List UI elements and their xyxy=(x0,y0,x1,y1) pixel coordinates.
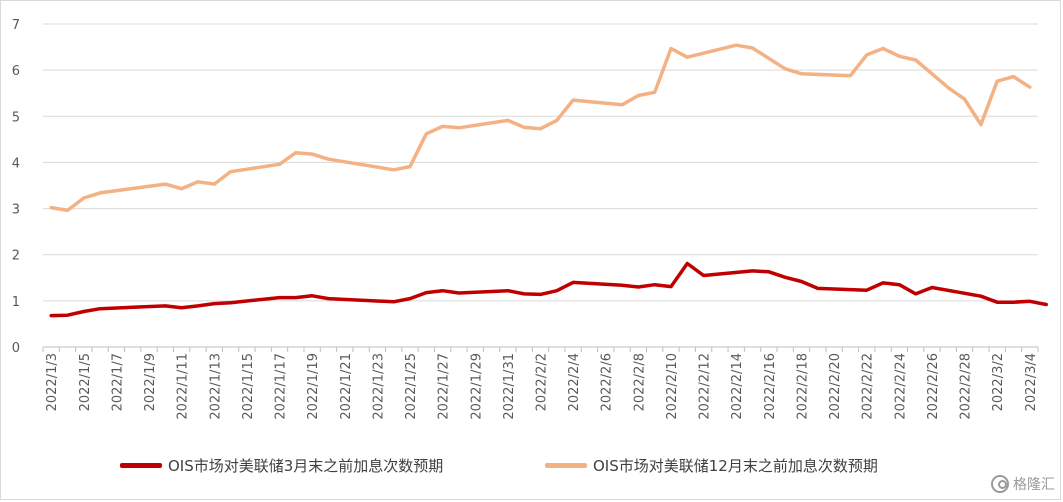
x-tick-label: 2022/2/4 xyxy=(567,353,582,411)
y-tick-label: 6 xyxy=(12,64,20,79)
x-tick-label: 2022/1/11 xyxy=(176,353,191,420)
legend-swatch-march xyxy=(120,463,162,468)
x-tick-label: 2022/2/14 xyxy=(730,353,745,420)
y-tick-label: 5 xyxy=(12,110,20,125)
x-tick-label: 2022/3/2 xyxy=(991,353,1006,411)
y-tick-label: 7 xyxy=(12,18,20,33)
watermark: 格隆汇 xyxy=(991,474,1055,494)
x-tick-label: 2022/1/29 xyxy=(469,353,484,420)
x-tick-label: 2022/2/12 xyxy=(698,353,713,420)
x-tick-label: 2022/1/31 xyxy=(502,353,517,420)
x-tick-label: 2022/1/5 xyxy=(78,353,93,411)
x-tick-label: 2022/1/13 xyxy=(208,353,223,420)
x-tick-label: 2022/1/15 xyxy=(241,353,256,420)
legend-item-december: OIS市场对美联储12月末之前加息次数预期 xyxy=(545,455,878,476)
x-tick-label: 2022/1/19 xyxy=(306,353,321,420)
x-tick-label: 2022/1/3 xyxy=(45,353,60,411)
x-tick-label: 2022/2/6 xyxy=(600,353,615,411)
x-tick-label: 2022/2/20 xyxy=(828,353,843,420)
x-tick-label: 2022/2/28 xyxy=(959,353,974,420)
x-tick-label: 2022/2/10 xyxy=(665,353,680,420)
y-axis: 0 1 2 3 4 5 6 7 xyxy=(12,18,20,356)
x-axis: 2022/1/3 2022/1/5 2022/1/7 2022/1/9 2022/1/1… xyxy=(42,346,1039,420)
x-tick-label: 2022/2/24 xyxy=(893,353,908,420)
series-line-december xyxy=(49,43,1032,213)
gelonghui-logo-icon xyxy=(991,475,1009,493)
x-tick-label: 2022/2/18 xyxy=(795,353,810,420)
legend: OIS市场对美联储3月末之前加息次数预期 OIS市场对美联储12月末之前加息次数… xyxy=(0,455,1063,483)
x-tick-label: 2022/2/26 xyxy=(926,353,941,420)
y-tick-label: 3 xyxy=(12,203,20,218)
y-tick-label: 4 xyxy=(12,156,20,171)
gridlines xyxy=(43,23,1038,302)
x-tick-label: 2022/1/17 xyxy=(274,353,289,420)
legend-label-december: OIS市场对美联储12月末之前加息次数预期 xyxy=(593,457,878,475)
x-tick-label: 2022/1/27 xyxy=(437,353,452,420)
x-tick-label: 2022/2/16 xyxy=(763,353,778,420)
series-lines xyxy=(49,43,1048,318)
y-tick-label: 0 xyxy=(12,341,20,356)
x-tick-label: 2022/2/2 xyxy=(535,353,550,411)
x-tick-label: 2022/3/4 xyxy=(1024,353,1039,411)
legend-item-march: OIS市场对美联储3月末之前加息次数预期 xyxy=(120,455,443,476)
x-tick-label: 2022/1/25 xyxy=(404,353,419,420)
x-tick-label: 2022/1/7 xyxy=(110,353,125,411)
legend-swatch-december xyxy=(545,463,587,468)
x-tick-label: 2022/2/8 xyxy=(632,353,647,411)
x-tick-label: 2022/1/21 xyxy=(339,353,354,420)
x-tick-label: 2022/1/23 xyxy=(371,353,386,420)
legend-label-march: OIS市场对美联储3月末之前加息次数预期 xyxy=(168,457,444,475)
watermark-text: 格隆汇 xyxy=(1013,477,1055,493)
x-tick-label: 2022/1/9 xyxy=(143,353,158,411)
x-tick-label: 2022/2/22 xyxy=(861,353,876,420)
series-line-march xyxy=(49,261,1048,318)
y-tick-label: 1 xyxy=(12,295,20,310)
y-tick-label: 2 xyxy=(12,249,20,264)
